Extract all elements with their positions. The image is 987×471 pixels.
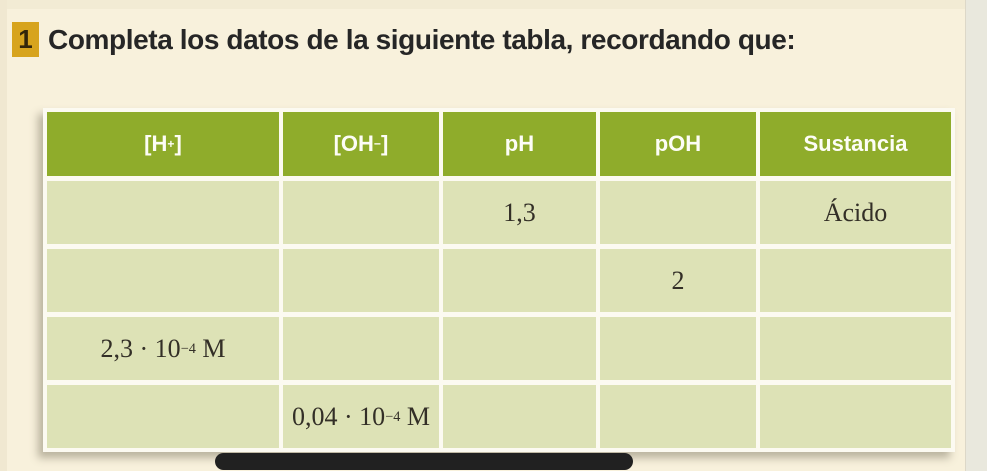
bottom-scrubber-bar[interactable] (215, 453, 633, 470)
table-cell-empty (442, 249, 596, 312)
header-text-suffix: ] (381, 131, 389, 156)
cell-ph-value: 1,3 (442, 181, 596, 244)
cell-poh-value: 2 (599, 249, 756, 312)
table-cell-empty (442, 385, 596, 448)
header-text-suffix: ] (174, 131, 182, 156)
column-header-poh: pOH (599, 112, 756, 176)
header-text: [OH (333, 131, 374, 156)
table-cell-empty (759, 385, 951, 448)
cell-text: 1,3 (503, 197, 536, 227)
table-cell-empty (282, 181, 439, 244)
exercise-number-badge: 1 (12, 22, 39, 57)
cell-text-suffix: M (195, 333, 226, 363)
page-left-edge (0, 0, 7, 471)
table-cell-empty (599, 317, 756, 380)
table-cell-empty (599, 385, 756, 448)
cell-text: 2,3 · 10 (100, 333, 181, 363)
table-cell-empty (442, 317, 596, 380)
table-cell-empty (759, 317, 951, 380)
table-cell-empty (759, 249, 951, 312)
table-cell-empty (282, 317, 439, 380)
page-top-edge (0, 0, 987, 9)
cell-text: Ácido (823, 197, 888, 227)
cell-text-suffix: M (400, 401, 430, 431)
cell-sustancia-acido: Ácido (759, 181, 951, 244)
exercise-header: 1 Completa los datos de la siguiente tab… (12, 22, 796, 57)
table-cell-empty (47, 249, 279, 312)
exercise-title: Completa los datos de la siguiente tabla… (48, 23, 796, 55)
table-cell-empty (47, 385, 279, 448)
table-cell-empty (599, 181, 756, 244)
column-header-sustancia: Sustancia (759, 112, 951, 176)
header-text: [H (144, 131, 168, 156)
cell-oh-concentration: 0,04 · 10 −4 M (282, 385, 439, 448)
column-header-h-concentration: [H +] (47, 112, 279, 176)
cell-text: 2 (671, 265, 685, 295)
column-header-ph: pH (442, 112, 596, 176)
header-text: pOH (654, 131, 702, 156)
cell-h-concentration: 2,3 · 10 −4 M (47, 317, 279, 380)
table-cell-empty (47, 181, 279, 244)
header-text: Sustancia (803, 131, 908, 156)
page-right-edge (965, 0, 987, 471)
cell-text: 0,04 · 10 (291, 401, 386, 431)
header-text: pH (504, 131, 535, 156)
ph-data-table: [H +] [OH −] pH pOH Sustancia 1,3 Ácido 2 … (43, 108, 955, 452)
column-header-oh-concentration: [OH −] (282, 112, 439, 176)
table-cell-empty (282, 249, 439, 312)
